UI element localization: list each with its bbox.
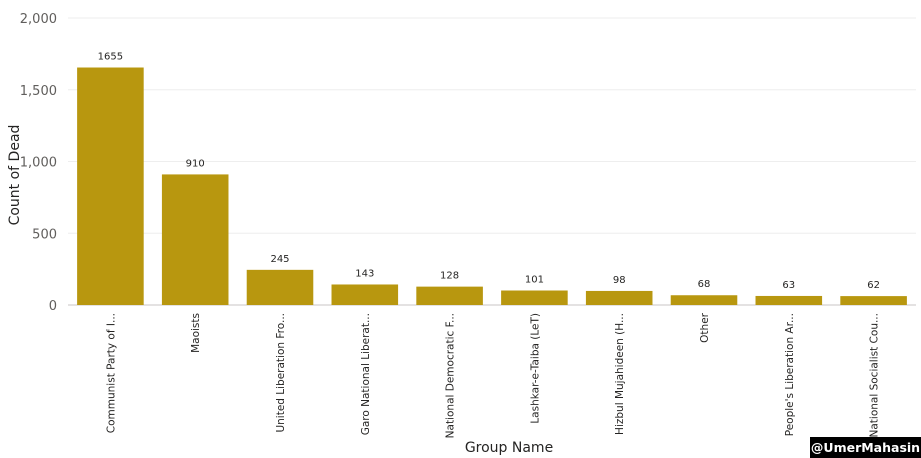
bar[interactable] (501, 290, 568, 305)
x-tick-label: National Democratic F... (445, 313, 457, 438)
data-label: 98 (613, 275, 626, 286)
y-tick-label: 0 (49, 299, 57, 314)
x-tick-label: Garo National Liberat... (360, 313, 372, 435)
x-tick-label: Hizbul Mujahideen (H... (614, 313, 626, 435)
y-tick-label: 1,000 (20, 156, 57, 171)
x-tick-label: Other (699, 312, 711, 342)
bar[interactable] (670, 295, 738, 305)
bar[interactable] (331, 284, 399, 305)
data-label: 128 (440, 271, 459, 282)
data-label: 62 (867, 280, 880, 291)
data-labels: 1655 910 245 143 128 101 98 68 63 62 (98, 52, 880, 292)
watermark-label: @UmerMahasin (810, 437, 921, 458)
data-label: 1655 (98, 52, 123, 63)
x-tick-label: National Socialist Cou... (869, 313, 881, 438)
data-label: 910 (186, 158, 205, 169)
data-label: 63 (782, 280, 795, 291)
y-tick-label: 500 (32, 227, 57, 242)
data-label: 245 (270, 254, 289, 265)
bar[interactable] (755, 295, 823, 305)
data-label: 68 (698, 279, 711, 290)
bar[interactable] (246, 269, 314, 305)
bar[interactable] (585, 290, 653, 305)
y-tick-label: 2,000 (20, 12, 57, 27)
x-axis-ticks: Communist Party of I... Maoists United Lib… (105, 312, 880, 438)
bars (77, 67, 907, 305)
bar[interactable] (77, 67, 144, 305)
x-axis-title: Group Name (465, 440, 553, 456)
bar[interactable] (416, 286, 483, 305)
x-tick-label: Communist Party of I... (105, 313, 117, 433)
x-tick-label: United Liberation Fro... (275, 313, 287, 433)
bar[interactable] (161, 174, 229, 305)
data-label: 143 (355, 268, 374, 279)
bar[interactable] (840, 296, 907, 305)
x-tick-label: Lashkar-e-Taiba (LeT) (529, 313, 541, 424)
data-label: 101 (525, 275, 544, 286)
x-tick-label: Maoists (190, 313, 202, 353)
y-axis-title: Count of Dead (7, 125, 23, 226)
x-tick-label: People's Liberation Ar... (784, 313, 796, 436)
y-tick-label: 1,500 (20, 84, 57, 99)
y-axis-ticks: 0 500 1,000 1,500 2,000 (20, 12, 57, 314)
